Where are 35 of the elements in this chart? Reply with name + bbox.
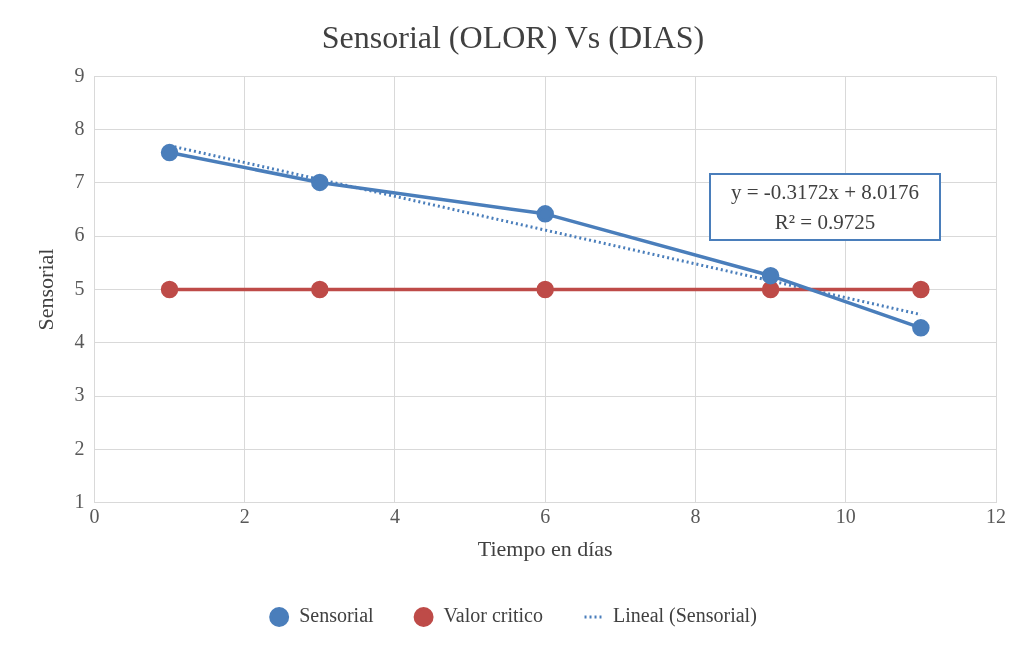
point bbox=[160, 143, 179, 162]
point bbox=[311, 173, 329, 192]
y-tick-label: 1 bbox=[74, 489, 85, 512]
y-tick-label: 3 bbox=[74, 383, 85, 406]
x-tick-label: 8 bbox=[690, 504, 701, 527]
point bbox=[912, 280, 930, 299]
legend-label: Sensorial bbox=[299, 604, 375, 627]
point bbox=[160, 280, 179, 299]
equation-box: y = -0.3172x + 8.0176 R² = 0.9725 bbox=[709, 173, 941, 241]
point bbox=[536, 205, 554, 223]
point bbox=[311, 280, 329, 299]
point bbox=[761, 280, 780, 299]
y-axis-title: Sensorial bbox=[32, 248, 58, 331]
point bbox=[912, 319, 930, 337]
y-tick-label: 5 bbox=[74, 276, 85, 299]
y-tick-label: 6 bbox=[74, 223, 85, 246]
chart-title: Sensorial (OLOR) Vs (DIAS) bbox=[321, 18, 705, 55]
legend-label: Valor critico bbox=[443, 604, 543, 627]
x-tick-label: 6 bbox=[540, 504, 551, 527]
annotation: R² = 0.9725 bbox=[773, 209, 877, 236]
y-tick-label: 2 bbox=[74, 436, 85, 459]
y-tick-label: 7 bbox=[74, 170, 85, 193]
y-tick-label: 4 bbox=[74, 330, 85, 353]
x-tick-label: 0 bbox=[89, 504, 100, 527]
y-tick-label: 9 bbox=[74, 63, 85, 86]
x-tick-label: 4 bbox=[389, 504, 400, 527]
x-tick-label: 12 bbox=[986, 504, 1006, 527]
x-axis-title: Tiempo en días bbox=[477, 535, 613, 561]
point bbox=[761, 266, 780, 285]
annotation: y = -0.3172x + 8.0176 bbox=[729, 179, 921, 206]
y-tick-label: 8 bbox=[74, 116, 85, 139]
x-tick-label: 2 bbox=[239, 504, 250, 527]
x-tick-label: 10 bbox=[835, 504, 856, 527]
legend-label: Lineal (Sensorial) bbox=[613, 604, 757, 628]
point bbox=[536, 280, 554, 299]
